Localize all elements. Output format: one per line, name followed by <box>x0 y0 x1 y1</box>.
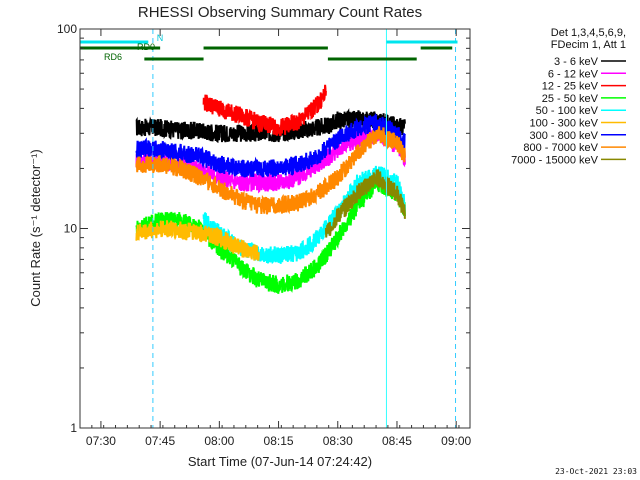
legend-header-1: Det 1,3,4,5,6,9, <box>551 27 626 39</box>
y-tick-label-1: 1 <box>70 421 77 435</box>
series-line-9 <box>324 169 406 238</box>
series-line-8 <box>135 126 406 215</box>
y-tick-label-2: 10 <box>64 222 78 236</box>
legend-entry-1: 3 - 6 keV <box>554 56 599 68</box>
series-3 <box>202 84 327 137</box>
legend-entry-8: 800 - 7000 keV <box>523 142 598 154</box>
x-tick-label-2: 07:45 <box>145 434 175 448</box>
legend-entry-9: 7000 - 15000 keV <box>511 154 599 166</box>
y-tick-label-3: 100 <box>57 22 77 36</box>
legend-entry-4: 25 - 50 keV <box>542 93 599 105</box>
x-tick-label-3: 08:00 <box>204 434 234 448</box>
legend-entry-5: 50 - 100 keV <box>536 105 599 117</box>
legend: Det 1,3,4,5,6,9,FDecim 1, Att 1 3 - 6 keV… <box>511 27 626 166</box>
legend-entry-7: 300 - 800 keV <box>530 130 599 142</box>
flag-label-2: RD0 <box>137 42 155 52</box>
flag-label-3: RD6 <box>104 52 122 62</box>
series-8 <box>135 126 406 215</box>
series-line-3 <box>202 84 327 137</box>
series-layer <box>135 84 406 294</box>
axes-layer: 07:30 07:45 08:00 08:15 08:30 08:45 09:00 1 10 10… <box>57 22 472 448</box>
legend-entry-3: 12 - 25 keV <box>542 81 599 93</box>
x-tick-label-5: 08:30 <box>323 434 353 448</box>
series-line-6 <box>135 220 260 261</box>
x-tick-label-6: 08:45 <box>382 434 412 448</box>
series-7 <box>135 112 406 178</box>
y-axis-label: Count Rate (s⁻¹ detector⁻¹) <box>28 149 43 307</box>
x-tick-label-1: 07:30 <box>86 434 116 448</box>
chart-title: RHESSI Observing Summary Count Rates <box>138 4 422 21</box>
plot-timestamp: 23-Oct-2021 23:03 <box>555 467 637 476</box>
series-9 <box>324 169 406 238</box>
x-axis-label: Start Time (07-Jun-14 07:24:42) <box>188 454 372 469</box>
legend-entry-6: 100 - 300 keV <box>530 118 599 130</box>
series-line-7 <box>135 112 406 178</box>
legend-header-2: FDecim 1, Att 1 <box>551 39 626 51</box>
x-tick-label-4: 08:15 <box>264 434 294 448</box>
flag-label-1: N <box>157 33 164 43</box>
series-6 <box>135 220 260 261</box>
x-tick-label-7: 09:00 <box>441 434 471 448</box>
legend-entry-2: 6 - 12 keV <box>548 68 599 80</box>
